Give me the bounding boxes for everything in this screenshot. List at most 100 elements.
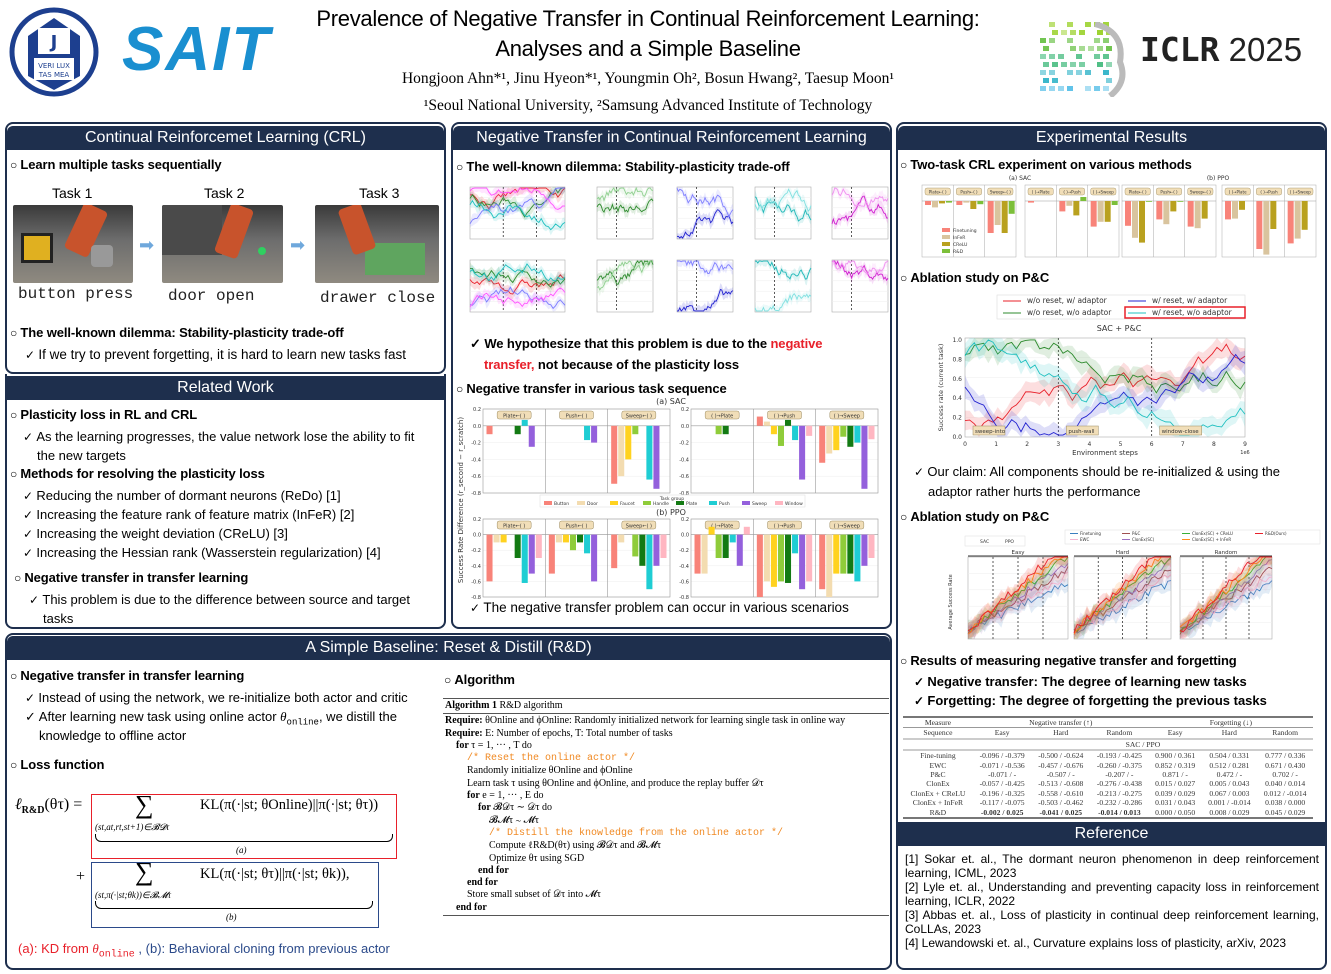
panel-label: ( )→Plate [711, 414, 733, 420]
bar [611, 534, 618, 569]
confidence-band [965, 338, 1245, 403]
series-line [469, 263, 566, 282]
table-cell: 0.512 / 0.281 [1209, 760, 1250, 770]
panel-label-box [1090, 187, 1117, 196]
panel-label: Sweep←( ) [626, 524, 652, 530]
series-line [1179, 556, 1272, 628]
logo-dot [1052, 62, 1058, 67]
table-header: Random [1257, 727, 1313, 740]
table-cell: -0.193 / -0.425 [1096, 751, 1142, 761]
confidence-band [677, 206, 733, 239]
plot-frame [1121, 184, 1217, 258]
logo-dot [1103, 70, 1109, 75]
related-s2-item: Increasing the Hessian rank (Wasserstein… [23, 545, 380, 560]
y-tick-label: 0.8 [952, 356, 962, 363]
panel-label-box [559, 410, 594, 420]
legend-label: w/ reset, w/ adaptor [1152, 296, 1228, 305]
bar [548, 534, 555, 574]
bar [1059, 201, 1066, 212]
panel-label-box [1224, 187, 1251, 196]
bar [618, 534, 625, 543]
related-s3-item-cont: tasks [43, 611, 74, 626]
legend-label: ClonEx(SC) [1132, 537, 1155, 542]
legend-label: w/o reset, w/ adaptor [1027, 296, 1108, 305]
table-cell: 0.038 / 0.000 [1265, 798, 1306, 808]
figure-label-ppo: (b) PPO [656, 508, 686, 517]
bar [806, 534, 813, 582]
table-cell: 0.504 / 0.331 [1209, 751, 1250, 761]
algorithm-line: Learn task τ using θOnline and ϕOnline, … [445, 778, 887, 790]
algorithm-title: Algorithm 1 R&D algorithm [443, 698, 889, 715]
exp-check-fg: Forgetting: The degree of forgetting the… [914, 693, 1266, 708]
logo-dot [1106, 62, 1112, 67]
series-line [677, 288, 734, 312]
confidence-band [1180, 557, 1272, 639]
caption-b: , (b): Behavioral cloning from previous … [134, 941, 390, 956]
panel-label: ( )→Push [1260, 190, 1278, 195]
logo-dot [1040, 38, 1046, 43]
table-cell: -0.503 / -0.462 [1038, 798, 1084, 808]
table-header: Negative transfer (↑) [972, 716, 1149, 729]
series-line [964, 339, 1246, 394]
bar [1132, 201, 1138, 238]
bar [584, 534, 591, 554]
table-cell: 0.001 / -0.014 [1208, 798, 1251, 808]
logo-dot [1067, 86, 1073, 91]
legend-swatch [610, 501, 618, 505]
bar [514, 534, 521, 558]
bar [777, 534, 784, 582]
legend-label: w/ reset, w/o adaptor [1152, 308, 1233, 317]
y-tick-label: -0.4 [471, 457, 481, 463]
series-line [967, 566, 1069, 633]
confidence-band [755, 288, 811, 312]
task-label: push-wall [1068, 429, 1095, 435]
comment: /* Reset the online actor */ [467, 753, 636, 765]
series-line [596, 198, 654, 214]
algorithm-line: for e = 1, ··· , E do [445, 790, 887, 802]
series-line [1073, 556, 1171, 634]
y-tick-label: -0.2 [679, 441, 689, 447]
panel-label: Plate←( ) [1129, 190, 1147, 195]
row-name: P&C [930, 770, 946, 780]
confidence-band [755, 187, 811, 215]
algorithm-line: Compute ℓR&D(θτ) using 𝓑𝒟τ and 𝓑𝓜τ [445, 840, 887, 852]
series-line [1073, 574, 1172, 633]
bar [1111, 201, 1118, 205]
confidence-band [470, 187, 565, 214]
x-tick-label: 0 [963, 441, 967, 448]
table-cell: -0.057 / -0.425 [979, 779, 1025, 789]
confidence-band [1074, 562, 1171, 639]
related-s3-item: This problem is due to the difference be… [29, 592, 410, 607]
related-s2-item: Increasing the weight deviation (CReLU) … [23, 526, 287, 541]
y-tick-label: 0.2 [681, 407, 689, 413]
bar [653, 425, 660, 489]
logo-dot [1097, 46, 1103, 51]
keyword: for [478, 802, 491, 814]
series-line [469, 199, 566, 231]
bar [1263, 201, 1270, 255]
y-axis-label: Success Rate Difference (r_second − r_sc… [457, 417, 465, 583]
logo-dot [1043, 62, 1049, 67]
panel-label: Plate←( ) [929, 190, 947, 195]
related-header: Related Work [7, 376, 444, 400]
bar [521, 534, 528, 583]
confidence-band [677, 283, 733, 312]
bar [833, 425, 840, 451]
bar [785, 419, 792, 426]
algorithm-bullet: Algorithm [444, 672, 515, 687]
crl-header: Continual Reinforcemet Learning (CRL) [7, 126, 444, 150]
logo-dot [1049, 38, 1055, 43]
statement: e = 1, ··· , E do [479, 790, 544, 802]
bar [1294, 201, 1301, 239]
algorithm-line: Store small subset of 𝒟τ into 𝓜τ [445, 889, 887, 901]
panel-label-box [1059, 187, 1085, 196]
logo-dot [1085, 22, 1091, 27]
confidence-band [1074, 557, 1171, 639]
logo-dot [1085, 70, 1091, 75]
bar [847, 534, 854, 574]
confidence-band [1180, 557, 1272, 639]
y-axis-label: Success rate (current task) [937, 344, 945, 432]
exp-bullet-results: Results of measuring negative transfer a… [900, 653, 1236, 668]
y-tick-label: -0.6 [471, 474, 481, 480]
x-tick-label: 3 [1056, 441, 1060, 448]
